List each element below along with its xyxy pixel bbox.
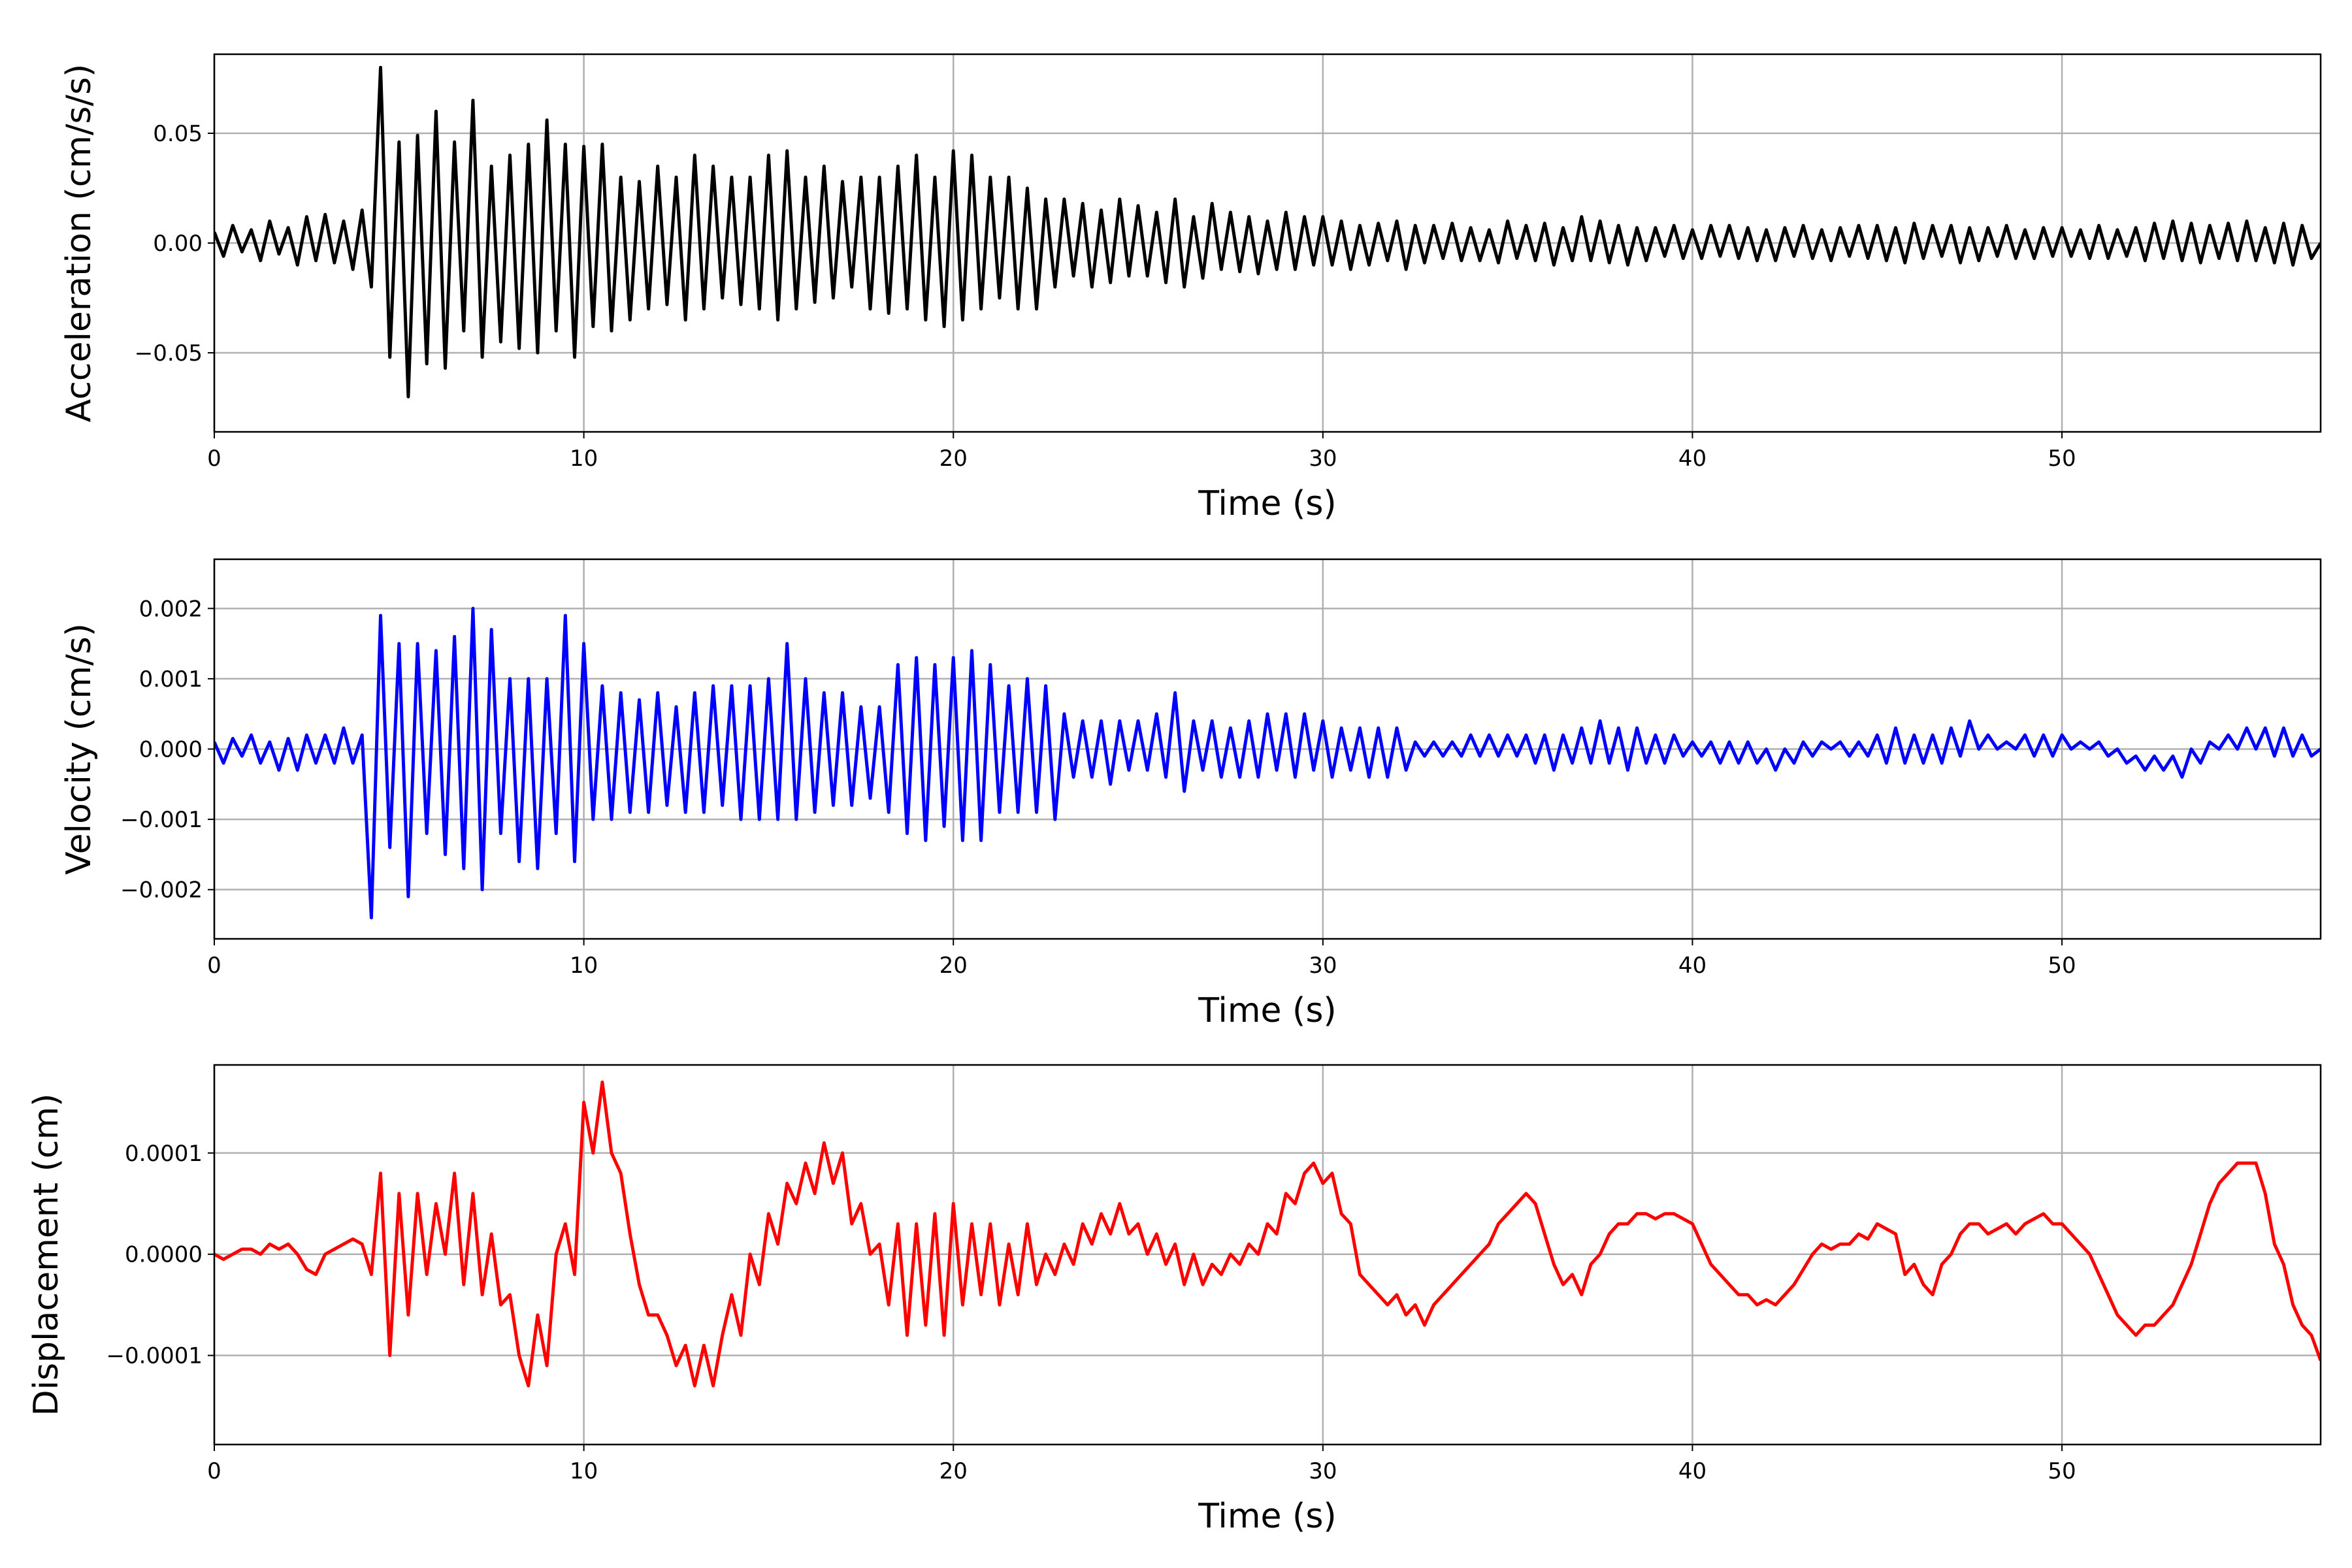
x-tick-label: 10 bbox=[570, 953, 598, 979]
y-tick-label: 0.000 bbox=[139, 737, 203, 763]
axes-frame bbox=[213, 558, 2322, 940]
x-axis-label: Time (s) bbox=[1198, 1497, 1336, 1536]
x-tick-label: 40 bbox=[1678, 1458, 1707, 1484]
x-tick-label: 40 bbox=[1678, 446, 1707, 472]
axes-frame bbox=[213, 53, 2322, 433]
y-tick-label: 0.0000 bbox=[125, 1242, 203, 1268]
x-tick-label: 20 bbox=[939, 953, 968, 979]
velocity-subplot: 0 10 20 30 40 50 −0.002 −0.001 0.000 0.001 0.002 Ti… bbox=[59, 558, 2322, 1030]
y-tick-label: 0.002 bbox=[139, 596, 203, 622]
x-tick-label: 0 bbox=[207, 446, 221, 472]
x-tick-label: 0 bbox=[207, 953, 221, 979]
y-tick-label: 0.001 bbox=[139, 666, 203, 693]
x-axis-label: Time (s) bbox=[1198, 484, 1336, 523]
y-tick-label: −0.05 bbox=[135, 340, 203, 367]
y-tick-label: −0.001 bbox=[120, 807, 203, 833]
y-tick-label: 0.05 bbox=[153, 121, 203, 147]
y-axis-label: Acceleration (cm/s/s) bbox=[59, 64, 99, 423]
axes-frame bbox=[213, 1064, 2322, 1446]
y-tick-label: 0.0001 bbox=[125, 1141, 203, 1167]
x-tick-label: 10 bbox=[570, 446, 598, 472]
x-tick-label: 20 bbox=[939, 446, 968, 472]
displacement-series-line bbox=[214, 1080, 2321, 1388]
acceleration-series-line bbox=[214, 65, 2321, 399]
x-tick-label: 0 bbox=[207, 1458, 221, 1484]
x-tick-label: 50 bbox=[2048, 446, 2076, 472]
x-tick-label: 40 bbox=[1678, 953, 1707, 979]
displacement-subplot: 0 10 20 30 40 50 −0.0001 0.0000 0.0001 Time (s) Di… bbox=[27, 1064, 2322, 1536]
y-tick-label: −0.0001 bbox=[106, 1343, 203, 1369]
x-axis-label: Time (s) bbox=[1198, 991, 1336, 1030]
x-tick-label: 50 bbox=[2048, 1458, 2076, 1484]
y-tick-label: −0.002 bbox=[120, 877, 203, 904]
y-axis-label: Displacement (cm) bbox=[27, 1094, 66, 1416]
y-tick-label: 0.00 bbox=[153, 231, 203, 257]
x-tick-label: 30 bbox=[1309, 446, 1337, 472]
x-tick-label: 30 bbox=[1309, 953, 1337, 979]
x-tick-label: 20 bbox=[939, 1458, 968, 1484]
x-tick-label: 30 bbox=[1309, 1458, 1337, 1484]
velocity-series-line bbox=[214, 606, 2321, 920]
x-tick-label: 50 bbox=[2048, 953, 2076, 979]
x-tick-label: 10 bbox=[570, 1458, 598, 1484]
y-axis-label: Velocity (cm/s) bbox=[59, 623, 99, 875]
acceleration-subplot: 0 10 20 30 40 50 −0.05 0.00 0.05 Time (s) Accelera… bbox=[59, 53, 2322, 523]
